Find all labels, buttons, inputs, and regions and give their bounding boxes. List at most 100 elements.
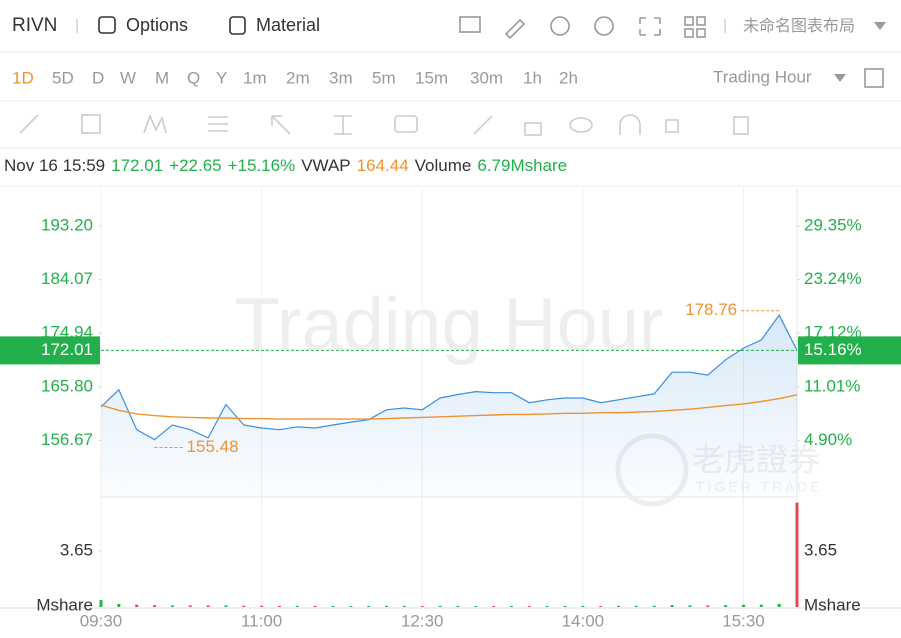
- annotation-label: 155.48: [187, 437, 239, 456]
- interval-bar: 1D 5D D W M Q Y 1m 2m 3m 5m 15m 30m 1h 2h: [12, 68, 578, 87]
- y-tick-label: 156.67: [41, 430, 93, 449]
- y-tick-label: 165.80: [41, 376, 93, 395]
- volume-bar: [599, 606, 603, 607]
- tool[interactable]: [143, 113, 167, 134]
- dropdown-caret: [874, 22, 886, 30]
- volume-bar: [367, 606, 371, 607]
- volume-bar: [224, 605, 228, 607]
- icon[interactable]: [696, 28, 706, 38]
- volume-bar: [99, 600, 103, 607]
- interval-button[interactable]: M: [155, 68, 169, 87]
- tool[interactable]: [334, 115, 352, 135]
- interval-button[interactable]: 5D: [52, 68, 74, 87]
- interval-button[interactable]: 1D: [12, 68, 34, 87]
- volume-bar: [759, 604, 763, 607]
- volume-bar: [135, 604, 139, 607]
- interval-button[interactable]: Q: [187, 68, 200, 87]
- dropdown-caret: [834, 74, 846, 82]
- current-price-label: 172.01: [41, 340, 93, 359]
- tool[interactable]: [569, 117, 593, 133]
- options-button[interactable]: Options: [126, 15, 188, 35]
- icon[interactable]: [459, 16, 481, 33]
- volume-bar: [706, 605, 710, 607]
- volume-bar: [188, 605, 192, 607]
- annotation-label: 178.76: [685, 300, 737, 319]
- volume-tick-label: 3.65: [804, 540, 837, 559]
- fullscreen-icon[interactable]: [864, 68, 884, 88]
- interval-button[interactable]: 3m: [329, 68, 353, 87]
- drawing-tools: [19, 113, 749, 136]
- vwap-line: [100, 394, 798, 420]
- quote-info: Nov 16 15:59 172.01 +22.65 +15.16% VWAP 164.4…: [4, 156, 567, 175]
- tool[interactable]: [208, 116, 228, 132]
- icon[interactable]: [550, 16, 570, 36]
- volume-bar: [527, 606, 531, 607]
- interval-button[interactable]: 1h: [523, 68, 542, 87]
- icon[interactable]: [594, 16, 614, 36]
- volume-bar: [777, 603, 781, 607]
- tool[interactable]: [619, 114, 641, 135]
- tool[interactable]: [81, 114, 101, 134]
- interval-button[interactable]: 5m: [372, 68, 396, 87]
- volume-bar: [617, 605, 621, 607]
- tool[interactable]: [524, 122, 542, 136]
- x-tick-label: 09:30: [80, 611, 123, 630]
- volume-bar: [688, 605, 692, 607]
- interval-button[interactable]: 30m: [470, 68, 503, 87]
- volume-bar: [313, 605, 317, 607]
- material-icon: [229, 16, 246, 35]
- x-tick-label: 12:30: [401, 611, 444, 630]
- volume-bar: [206, 605, 210, 607]
- price-line: [100, 314, 798, 441]
- volume-bar: [456, 605, 460, 607]
- top-icons: [459, 16, 726, 40]
- volume-bar: [170, 605, 174, 607]
- volume-bar: [724, 605, 728, 607]
- interval-button[interactable]: 1m: [243, 68, 267, 87]
- tool[interactable]: [19, 114, 39, 134]
- tool[interactable]: [733, 116, 749, 135]
- interval-button[interactable]: D: [92, 68, 104, 87]
- interval-button[interactable]: Y: [216, 68, 227, 87]
- tool[interactable]: [473, 115, 493, 135]
- icon[interactable]: [684, 28, 694, 38]
- y-tick-label: 193.20: [41, 215, 93, 234]
- icon[interactable]: [696, 16, 706, 26]
- icon[interactable]: [504, 18, 526, 40]
- volume-bar: [331, 606, 335, 607]
- info-change: +22.65: [169, 156, 221, 175]
- volume-bar: [117, 603, 121, 607]
- volume-bar: [438, 605, 442, 607]
- info-time: Nov 16 15:59: [4, 156, 105, 175]
- y2-tick-label: 29.35%: [804, 215, 862, 234]
- material-button[interactable]: Material: [256, 15, 320, 35]
- interval-button[interactable]: W: [120, 68, 136, 87]
- current-pct-box: [798, 336, 901, 365]
- y2-tick-label: 23.24%: [804, 269, 862, 288]
- icon[interactable]: [684, 16, 694, 26]
- icon[interactable]: [639, 17, 661, 36]
- volume-bar: [277, 605, 281, 607]
- volume-bar: [385, 605, 389, 607]
- tool[interactable]: [665, 119, 679, 133]
- volume-bar: [153, 605, 157, 607]
- interval-button[interactable]: 2h: [559, 68, 578, 87]
- x-tick-label: 14:00: [562, 611, 605, 630]
- options-icon: [98, 16, 116, 34]
- info-volume: 6.79Mshare: [477, 156, 567, 175]
- info-change-pct: +15.16%: [228, 156, 296, 175]
- interval-button[interactable]: 2m: [286, 68, 310, 87]
- volume-bar: [545, 606, 549, 607]
- tool[interactable]: [394, 115, 418, 133]
- volume-bar: [295, 605, 299, 607]
- layout-name[interactable]: 未命名图表布局: [743, 17, 855, 35]
- volume-bar: [242, 605, 246, 607]
- symbol[interactable]: RIVN: [12, 15, 57, 36]
- session-select[interactable]: Trading Hour: [713, 67, 812, 86]
- interval-button[interactable]: 15m: [415, 68, 448, 87]
- tool[interactable]: [271, 115, 291, 135]
- volume-bar: [795, 502, 799, 607]
- volume-bar: [741, 604, 745, 607]
- x-tick-label: 15:30: [722, 611, 765, 630]
